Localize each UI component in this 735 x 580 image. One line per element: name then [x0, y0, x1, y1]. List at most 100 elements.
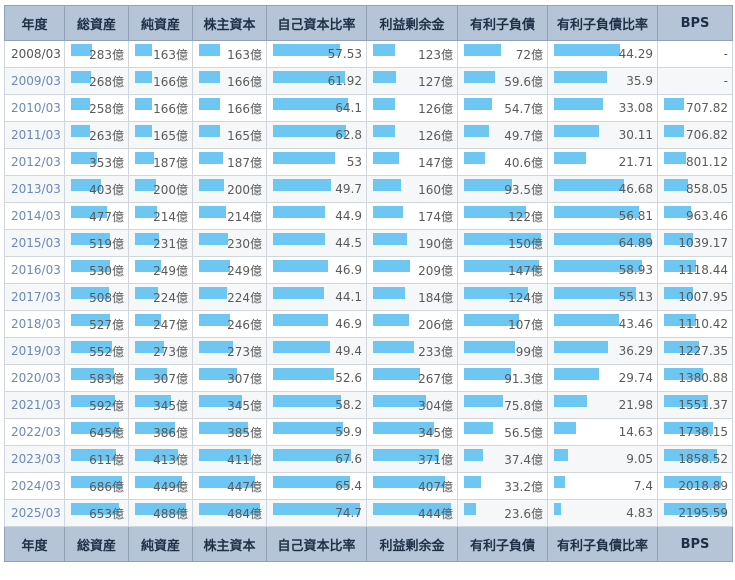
cell-net-assets: 166億 — [128, 67, 193, 95]
cell-value: 64.89 — [618, 236, 653, 250]
header-interest-bearing-debt[interactable]: 有利子負債 — [457, 5, 548, 41]
footer-net-assets[interactable]: 純資産 — [128, 526, 193, 562]
header-year[interactable]: 年度 — [4, 5, 65, 41]
cell-year[interactable]: 2011/03 — [4, 121, 65, 149]
cell-equity-ratio: 74.7 — [266, 499, 367, 527]
header-debt-ratio[interactable]: 有利子負債比率 — [547, 5, 658, 41]
header-bps[interactable]: BPS — [657, 5, 733, 41]
cell-value: 444億 — [418, 506, 453, 521]
cell-value: 508億 — [89, 290, 124, 305]
cell-year[interactable]: 2022/03 — [4, 418, 65, 446]
cell-year[interactable]: 2024/03 — [4, 472, 65, 500]
footer-total-assets[interactable]: 総資産 — [64, 526, 129, 562]
value-bar — [273, 152, 335, 164]
cell-retained-earnings: 174億 — [366, 202, 458, 230]
value-bar — [199, 503, 260, 515]
cell-year[interactable]: 2019/03 — [4, 337, 65, 365]
cell-debt-ratio: 46.68 — [547, 175, 658, 203]
value-bar — [71, 287, 109, 299]
cell-shareholders-equity: 385億 — [192, 418, 267, 446]
cell-year[interactable]: 2014/03 — [4, 202, 65, 230]
value-bar — [135, 476, 182, 488]
cell-equity-ratio: 44.5 — [266, 229, 367, 257]
cell-value: 30.11 — [618, 128, 653, 142]
header-net-assets[interactable]: 純資産 — [128, 5, 193, 41]
cell-year[interactable]: 2021/03 — [4, 391, 65, 419]
cell-bps: 706.82 — [657, 121, 733, 149]
cell-value: 59.9 — [335, 425, 362, 439]
cell-value: 1007.95 — [678, 290, 728, 304]
footer-equity-ratio[interactable]: 自己資本比率 — [266, 526, 367, 562]
value-bar — [464, 503, 477, 515]
cell-retained-earnings: 444億 — [366, 499, 458, 527]
cell-bps: 858.05 — [657, 175, 733, 203]
cell-year[interactable]: 2010/03 — [4, 94, 65, 122]
cell-year[interactable]: 2015/03 — [4, 229, 65, 257]
value-bar — [199, 206, 226, 218]
value-bar — [664, 314, 696, 326]
cell-value: 304億 — [418, 398, 453, 413]
cell-year[interactable]: 2020/03 — [4, 364, 65, 392]
value-bar — [71, 503, 120, 515]
table-row: 2010/03 258億 166億 166億 64.1 126億 54.7億 33.08 707… — [4, 94, 733, 122]
value-bar — [664, 476, 722, 488]
value-bar — [135, 314, 161, 326]
header-shareholders-equity[interactable]: 株主資本 — [192, 5, 267, 41]
footer-bps[interactable]: BPS — [657, 526, 733, 562]
value-bar — [464, 476, 481, 488]
cell-year[interactable]: 2013/03 — [4, 175, 65, 203]
cell-year[interactable]: 2023/03 — [4, 445, 65, 473]
cell-retained-earnings: 123億 — [366, 40, 458, 68]
value-bar — [554, 422, 577, 434]
cell-year[interactable]: 2025/03 — [4, 499, 65, 527]
value-bar — [464, 206, 527, 218]
value-bar — [199, 314, 231, 326]
value-bar — [464, 98, 492, 110]
header-total-assets[interactable]: 総資産 — [64, 5, 129, 41]
value-bar — [464, 314, 519, 326]
cell-value: 258億 — [89, 101, 124, 116]
cell-equity-ratio: 62.8 — [266, 121, 367, 149]
header-equity-ratio[interactable]: 自己資本比率 — [266, 5, 367, 41]
cell-value: 124億 — [508, 290, 543, 305]
table-header: 年度 総資産 純資産 株主資本 自己資本比率 利益剰余金 有利子負債 有利子負債… — [4, 5, 733, 41]
cell-shareholders-equity: 230億 — [192, 229, 267, 257]
cell-value: 54.7億 — [504, 101, 543, 116]
cell-year[interactable]: 2016/03 — [4, 256, 65, 284]
value-bar — [664, 152, 687, 164]
footer-debt-ratio[interactable]: 有利子負債比率 — [547, 526, 658, 562]
cell-value: 1110.42 — [678, 317, 728, 331]
value-bar — [71, 152, 97, 164]
cell-net-assets: 273億 — [128, 337, 193, 365]
cell-value: 44.29 — [618, 47, 653, 61]
cell-year[interactable]: 2017/03 — [4, 283, 65, 311]
footer-interest-bearing-debt[interactable]: 有利子負債 — [457, 526, 548, 562]
cell-year[interactable]: 2018/03 — [4, 310, 65, 338]
value-bar — [273, 125, 347, 137]
value-bar — [199, 368, 238, 380]
cell-shareholders-equity: 163億 — [192, 40, 267, 68]
cell-value: 147億 — [508, 263, 543, 278]
value-bar — [554, 395, 587, 407]
cell-value: 283億 — [89, 47, 124, 62]
footer-year[interactable]: 年度 — [4, 526, 65, 562]
cell-total-assets: 403億 — [64, 175, 129, 203]
value-bar — [199, 71, 220, 83]
value-bar — [71, 125, 91, 137]
cell-bps: 2018.89 — [657, 472, 733, 500]
value-bar — [464, 449, 484, 461]
footer-retained-earnings[interactable]: 利益剰余金 — [366, 526, 458, 562]
cell-value: 65.4 — [335, 479, 362, 493]
cell-year[interactable]: 2012/03 — [4, 148, 65, 176]
cell-value: 43.46 — [618, 317, 653, 331]
cell-total-assets: 686億 — [64, 472, 129, 500]
footer-shareholders-equity[interactable]: 株主資本 — [192, 526, 267, 562]
cell-value: 1738.15 — [678, 425, 728, 439]
header-retained-earnings[interactable]: 利益剰余金 — [366, 5, 458, 41]
value-bar — [464, 287, 528, 299]
cell-value: 58.93 — [618, 263, 653, 277]
financial-table-container: 年度 総資産 純資産 株主資本 自己資本比率 利益剰余金 有利子負債 有利子負債… — [4, 5, 733, 575]
table-row: 2014/03 477億 214億 214億 44.9 174億 122億 56.81 963.… — [4, 202, 733, 230]
cell-year[interactable]: 2009/03 — [4, 67, 65, 95]
cell-equity-ratio: 49.7 — [266, 175, 367, 203]
